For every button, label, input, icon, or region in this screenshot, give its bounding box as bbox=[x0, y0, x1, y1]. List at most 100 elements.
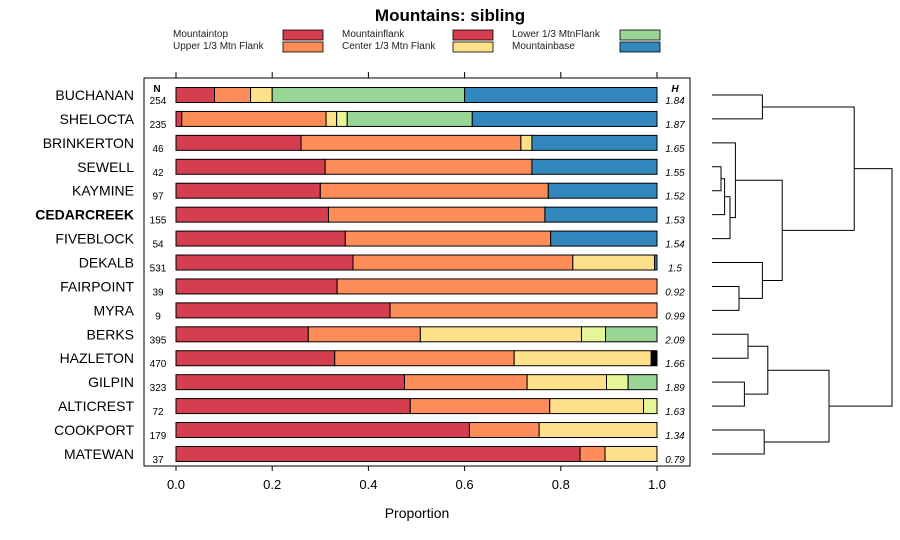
dendrogram-branch bbox=[712, 381, 745, 407]
n-value: 72 bbox=[152, 407, 164, 418]
n-value: 470 bbox=[150, 359, 167, 370]
h-value: 1.54 bbox=[665, 240, 685, 251]
dendrogram-branch bbox=[712, 196, 731, 240]
bar-segment bbox=[213, 87, 252, 103]
n-value: 39 bbox=[152, 287, 164, 298]
bar-segment bbox=[526, 374, 607, 391]
h-value: 1.65 bbox=[665, 144, 685, 155]
row-label: MATEWAN bbox=[64, 446, 134, 462]
bar-segment bbox=[327, 206, 546, 223]
bar-segment bbox=[175, 254, 354, 271]
x-axis-label: Proportion bbox=[385, 505, 450, 521]
n-value: 37 bbox=[152, 455, 164, 466]
x-tick-label: 1.0 bbox=[648, 477, 666, 492]
dendrogram-branch bbox=[712, 166, 722, 192]
row-label: CEDARCREEK bbox=[35, 207, 134, 223]
bar-segment bbox=[336, 110, 348, 127]
row-label: HAZLETON bbox=[60, 350, 134, 366]
dendrogram-branch bbox=[712, 142, 736, 219]
bar-segment bbox=[250, 87, 273, 103]
bar-segment bbox=[175, 87, 215, 103]
legend-swatch bbox=[452, 29, 494, 41]
legend-swatch bbox=[619, 41, 661, 53]
h-value: 1.84 bbox=[665, 96, 685, 107]
x-tick-label: 0.4 bbox=[359, 477, 377, 492]
legend-label: Mountainbase bbox=[512, 41, 575, 52]
bar-segment bbox=[547, 182, 658, 199]
n-value: 42 bbox=[152, 168, 164, 179]
h-value: 1.63 bbox=[665, 407, 685, 418]
x-tick-label: 0.0 bbox=[167, 477, 185, 492]
n-value: 395 bbox=[150, 335, 167, 346]
bar-segment bbox=[175, 398, 411, 415]
bar-segment bbox=[464, 87, 658, 103]
legend-label: Mountaintop bbox=[173, 29, 228, 40]
bar-segment bbox=[580, 326, 607, 343]
n-value: 97 bbox=[152, 192, 164, 203]
dendrogram bbox=[712, 94, 893, 455]
x-tick-label: 0.8 bbox=[552, 477, 570, 492]
legend-label: Mountainflank bbox=[342, 29, 405, 40]
legend-swatch bbox=[619, 29, 661, 41]
legend-swatch bbox=[282, 41, 324, 53]
legend-label: Upper 1/3 Mtn Flank bbox=[173, 41, 265, 52]
bar-segment bbox=[419, 326, 582, 343]
bar-segment bbox=[468, 422, 540, 439]
row-label: FAIRPOINT bbox=[60, 278, 134, 294]
bar-segment bbox=[409, 398, 551, 415]
bar-segment bbox=[604, 445, 658, 462]
x-tick-label: 0.2 bbox=[263, 477, 281, 492]
n-value: 155 bbox=[150, 216, 167, 227]
bar-segment bbox=[175, 422, 470, 439]
bars bbox=[175, 87, 658, 462]
dendrogram-branch bbox=[712, 94, 763, 120]
bar-segment bbox=[513, 350, 652, 367]
h-value: 1.55 bbox=[665, 168, 685, 179]
n-header: N bbox=[153, 84, 160, 95]
bar-segment bbox=[175, 206, 329, 223]
row-label: DEKALB bbox=[79, 255, 134, 271]
h-value: 1.5 bbox=[668, 264, 682, 275]
bar-segment bbox=[520, 134, 533, 151]
bar-segment bbox=[471, 110, 658, 127]
dendrogram-branch bbox=[764, 369, 830, 443]
x-axis: 0.0 0.2 0.4 0.6 0.8 1.0 bbox=[167, 72, 666, 492]
row-label: BERKS bbox=[87, 326, 134, 342]
h-header: H bbox=[671, 84, 679, 95]
row-label: FIVEBLOCK bbox=[55, 231, 134, 247]
chart-title: Mountains: sibling bbox=[375, 6, 525, 25]
bar-segment bbox=[175, 350, 336, 367]
h-value: 0.79 bbox=[665, 455, 685, 466]
row-label: KAYMINE bbox=[72, 183, 134, 199]
h-value: 2.09 bbox=[664, 335, 685, 346]
row-label: GILPIN bbox=[88, 374, 134, 390]
dendrogram-branch bbox=[712, 333, 749, 359]
bar-segment bbox=[346, 110, 473, 127]
bar-segment bbox=[579, 445, 606, 462]
bar-segment bbox=[352, 254, 574, 271]
legend-swatch bbox=[282, 29, 324, 41]
h-value: 1.66 bbox=[665, 359, 685, 370]
n-value: 46 bbox=[152, 144, 164, 155]
legend-label: Lower 1/3 MtnFlank bbox=[512, 29, 601, 40]
x-tick-label: 0.6 bbox=[456, 477, 474, 492]
bar-segment bbox=[175, 278, 338, 295]
bar-segment bbox=[175, 374, 405, 391]
h-values: 1.84 1.87 1.65 1.55 1.52 1.53 1.54 1.5 0.92 0.99 2… bbox=[664, 96, 685, 466]
bar-segment bbox=[538, 422, 658, 439]
bar-segment bbox=[549, 398, 645, 415]
row-label: BUCHANAN bbox=[55, 87, 134, 103]
bar-segment bbox=[344, 230, 552, 247]
bar-segment bbox=[175, 326, 309, 343]
dendrogram-branch bbox=[735, 179, 783, 281]
h-value: 1.89 bbox=[665, 383, 685, 394]
bar-segment bbox=[175, 110, 183, 127]
row-label: COOKPORT bbox=[54, 422, 134, 438]
bar-segment bbox=[324, 158, 533, 175]
bar-segment bbox=[627, 374, 658, 391]
legend-label: Center 1/3 Mtn Flank bbox=[342, 41, 436, 52]
bar-segment bbox=[550, 230, 658, 247]
row-label: SHELOCTA bbox=[60, 111, 135, 127]
